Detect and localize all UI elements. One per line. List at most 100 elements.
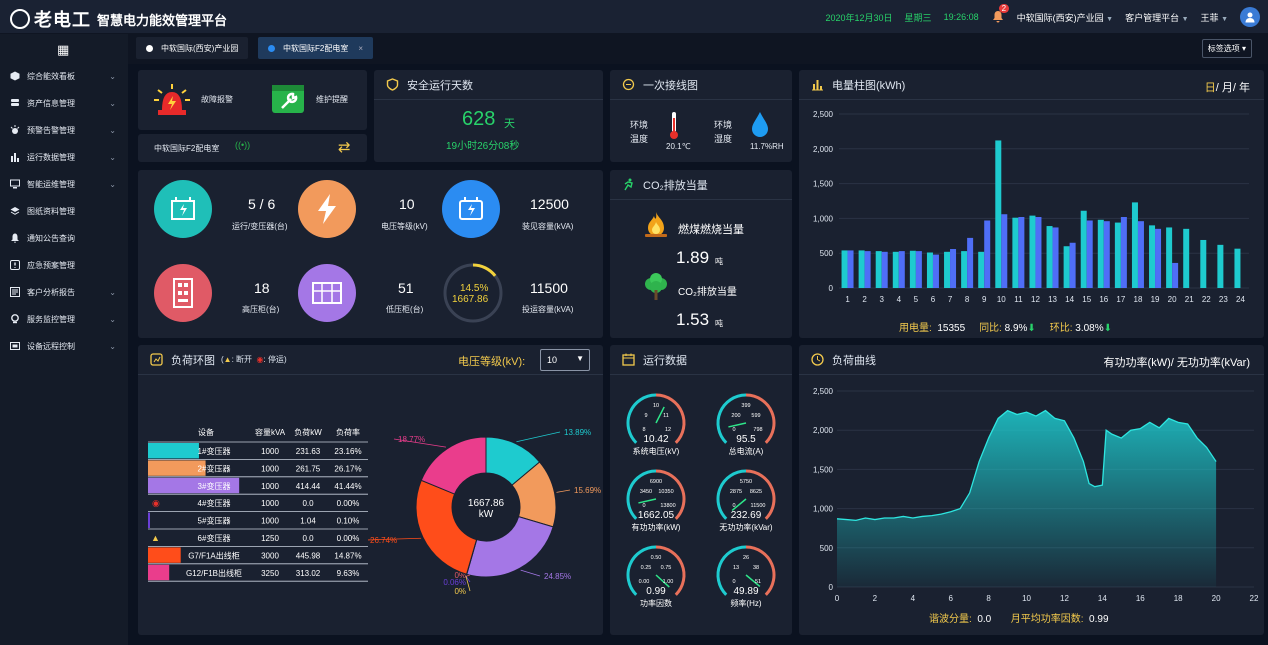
bar [875, 251, 882, 288]
bell-icon [11, 233, 19, 243]
y-tick-label: 1,000 [813, 505, 834, 514]
table-cell-rate: 0.00% [337, 534, 360, 543]
layers-icon [10, 207, 20, 215]
tab-industrial-park[interactable]: 中软国际(西安)产业园 [136, 37, 249, 59]
donut-leader-line [556, 489, 571, 493]
load-donut-chart: 13.89% 15.69% 24.85% 0%0.06%0% 26.74% 18.77% 1… [368, 428, 601, 596]
app-title: 智慧电力能效管理平台 [97, 13, 228, 28]
maintenance-reminder-label[interactable]: 维护提醒 [316, 95, 348, 104]
warning-icon: ▲ [151, 533, 160, 543]
period-day[interactable]: 日 [1204, 82, 1216, 94]
y-tick-label: 500 [820, 544, 834, 553]
sidebar-item-assets[interactable]: 资产信息管理 ⌄ [0, 93, 128, 113]
sidebar-item-reports[interactable]: 客户分析报告 ⌄ [0, 282, 128, 302]
gauge-arc-high [745, 545, 776, 596]
table-cell-capacity: 1000 [261, 464, 279, 473]
safety-days-unit: 天 [504, 118, 515, 130]
tag-options-label: 标签选项 [1207, 44, 1240, 53]
table-header-rate: 负荷率 [336, 427, 360, 437]
x-tick-label: 18 [1174, 594, 1183, 603]
gauge-tick-label: 0.00 [639, 579, 650, 585]
tab-f2-substation[interactable]: 中软国际F2配电室 × [258, 37, 374, 59]
notification-badge: 2 [998, 4, 1010, 13]
stat-operating-value: 11500 [530, 280, 568, 296]
donut-label: 18.77% [398, 435, 425, 444]
sidebar-item-maintenance[interactable]: 智能运维管理 ⌄ [0, 174, 128, 194]
gauge-tick-label: 0 [732, 579, 735, 585]
grid-menu-icon[interactable]: ▦ [57, 42, 70, 57]
chevron-down-icon: ⌄ [109, 71, 116, 81]
gauge-tick-label: 599 [751, 413, 760, 419]
user-name: 王菲 [1200, 12, 1219, 23]
gauge-tick-label: 8 [642, 427, 645, 433]
fault-alarm-label[interactable]: 故障报警 [201, 95, 233, 104]
sidebar-item-notices[interactable]: 通知公告查询 [0, 228, 128, 248]
sidebar-item-service[interactable]: 服务监控管理 ⌄ [0, 309, 128, 329]
close-icon[interactable]: × [358, 43, 364, 53]
one-line-header[interactable]: 一次接线图 [610, 70, 792, 100]
table-cell-rate: 41.44% [334, 482, 361, 491]
table-cell-device: G7/F1A出线柜 [188, 550, 240, 560]
gauge-tick-label: 38 [753, 565, 759, 571]
table-cell-load: 313.02 [296, 569, 321, 578]
x-tick-label: 14 [1065, 295, 1074, 304]
gauge-tick-label: 8625 [750, 489, 762, 495]
voltage-level-select[interactable]: 10 ▼ [540, 349, 590, 371]
bar [944, 251, 951, 288]
table-cell-capacity: 3250 [261, 569, 279, 578]
table-cell-capacity: 1250 [261, 534, 279, 543]
avatar[interactable] [1240, 7, 1260, 27]
load-rate-bar [148, 477, 240, 494]
gauge-needle [728, 422, 747, 428]
table-cell-device: G12/F1B出线柜 [186, 568, 242, 578]
user-menu[interactable]: 王菲 ▼ [1201, 11, 1228, 24]
thermometer-icon [670, 112, 678, 139]
sidebar-item-remote[interactable]: 设备远程控制 ⌄ [0, 336, 128, 356]
chevron-down-icon: ⌄ [109, 152, 116, 162]
app-logo[interactable]: 老电工 [10, 6, 91, 32]
sidebar-item-overview[interactable]: 综合能效看板 ⌄ [0, 66, 128, 86]
signal-icon: ((•)) [235, 140, 251, 150]
run-data-panel: 运行数据 10 9 11 8 12 10.42 系统电压(kV) 399 200 599 0 798 9… [610, 345, 792, 635]
gauge-tick-label: 1.00 [663, 579, 674, 585]
load-ring-header: 负荷环图 (▲: 断开 ◉: 停运) [138, 345, 603, 375]
bar [1114, 222, 1121, 288]
sidebar-item-label: 智能运维管理 [27, 179, 75, 189]
x-tick-label: 6 [949, 594, 954, 603]
period-year[interactable]: 年 [1239, 82, 1250, 94]
table-cell-device: 3#变压器 [198, 481, 231, 491]
stat-voltage-label: 电压等级(kV) [381, 222, 428, 231]
org-label: 中软国际(西安)产业园 [1016, 12, 1104, 23]
org-select[interactable]: 中软国际(西安)产业园 ▼ [1017, 11, 1113, 24]
gauge-arc-low [626, 469, 657, 520]
table-cell-load: 261.75 [296, 464, 321, 473]
legend-open-label: 断开 [236, 355, 253, 364]
table-cell-capacity: 1000 [261, 447, 279, 456]
sidebar-item-emergency[interactable]: 应急预案管理 [0, 255, 128, 275]
switch-icon[interactable]: ⇄ [338, 139, 351, 156]
tag-options-select[interactable]: 标签选项 ▾ [1201, 39, 1252, 58]
notification-bell[interactable]: 2 [991, 4, 1010, 24]
menu-select[interactable]: 客户管理平台 ▼ [1125, 11, 1188, 24]
period-month[interactable]: 月 [1221, 82, 1233, 94]
chevron-down-icon: ⌄ [109, 341, 116, 351]
top-header: 老电工 智慧电力能效管理平台 2020年12月30日 星期三 19:26:08 … [0, 0, 1268, 34]
sidebar-item-drawings[interactable]: 图纸资料管理 [0, 201, 128, 221]
bar [1137, 221, 1144, 288]
donut-label: 0% [454, 571, 466, 580]
chevron-down-icon: ⌄ [109, 179, 116, 189]
sidebar-item-run-data[interactable]: 运行数据管理 ⌄ [0, 147, 128, 167]
gauge-needle [745, 574, 761, 588]
sidebar-item-label: 应急预案管理 [27, 260, 75, 270]
bar [1183, 228, 1190, 288]
gauge-tick-label: 798 [753, 427, 762, 433]
load-curve-legend[interactable]: 有功功率(kW)/ 无功功率(kVar) [1103, 357, 1250, 369]
table-cell-device: 2#变压器 [198, 463, 231, 473]
gauge-label: 系统电压(kV) [633, 446, 680, 456]
x-tick-label: 1 [845, 295, 850, 304]
y-tick-label: 1,500 [813, 465, 834, 474]
energy-use-label: 用电量: [899, 323, 932, 334]
x-tick-label: 20 [1212, 594, 1221, 603]
sidebar-item-alarms[interactable]: 预警告警管理 ⌄ [0, 120, 128, 140]
